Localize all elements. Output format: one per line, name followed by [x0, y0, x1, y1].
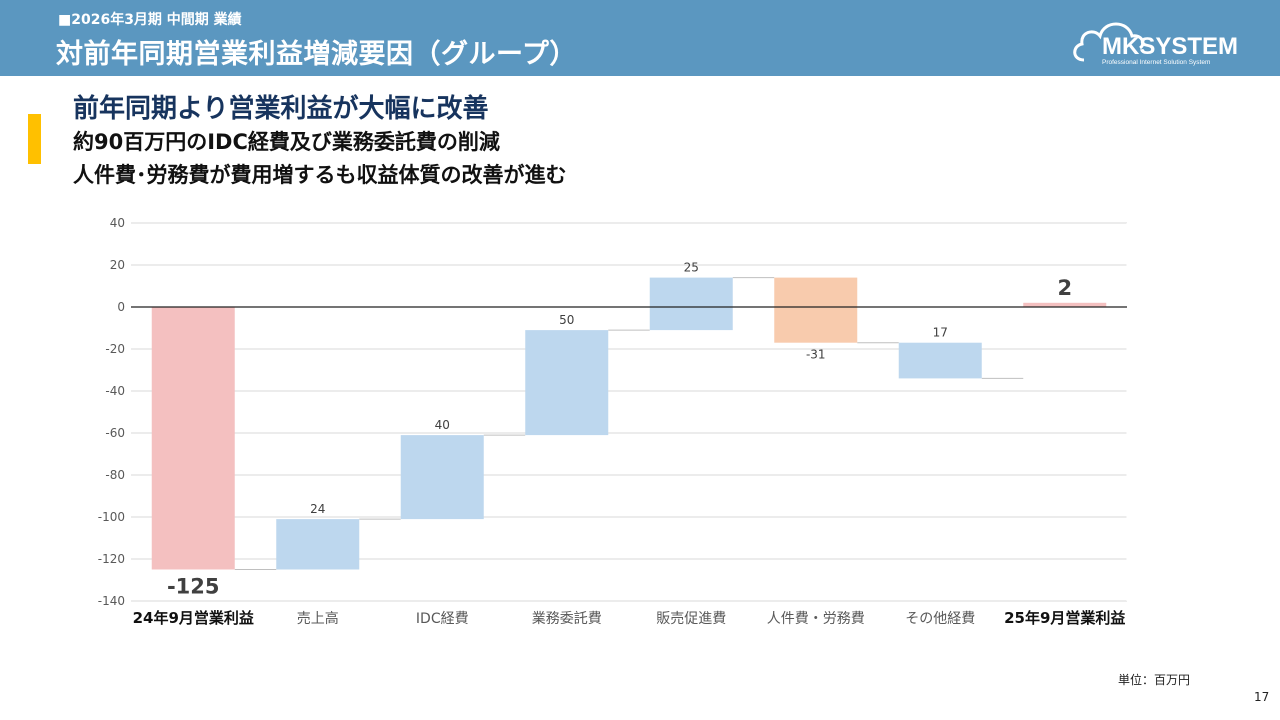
accent-bar: [28, 114, 41, 164]
header-subtitle: ■2026年3月期 中間期 業績: [58, 12, 242, 28]
value-label-8: 2: [1057, 276, 1072, 300]
y-tick-label: 20: [110, 258, 125, 272]
y-tick-label: -100: [98, 510, 125, 524]
bar-7: [898, 342, 982, 379]
category-label-4: 業務委託費: [532, 611, 602, 627]
value-label-7: 17: [933, 326, 948, 340]
logo-tagline: Professional Internet Solution System: [1102, 59, 1210, 66]
value-label-5: 25: [684, 261, 699, 275]
page-number: 17: [1254, 690, 1270, 704]
category-label-8: 25年9月営業利益: [1004, 609, 1125, 627]
y-tick-label: -20: [105, 342, 125, 356]
category-label-3: IDC経費: [416, 611, 469, 627]
headline-point-1: 約90百万円のIDC経費及び業務委託費の削減: [73, 130, 500, 154]
category-label-7: その他経費: [905, 611, 975, 627]
y-tick-label: -120: [98, 552, 125, 566]
unit-label: 単位：百万円: [1118, 673, 1191, 687]
bar-5: [649, 277, 733, 331]
category-label-6: 人件費・労務費: [767, 611, 865, 627]
value-label-6: -31: [806, 348, 826, 362]
bar-4: [525, 330, 609, 436]
y-tick-label: -40: [105, 384, 125, 398]
y-tick-label: 40: [110, 216, 125, 230]
category-label-1: 24年9月営業利益: [133, 609, 254, 627]
bar-8: [1023, 302, 1107, 307]
y-tick-label: -80: [105, 468, 125, 482]
y-tick-label: -60: [105, 426, 125, 440]
y-tick-label: 0: [117, 300, 125, 314]
bar-3: [400, 435, 484, 520]
category-label-2: 売上高: [297, 610, 339, 627]
y-tick-label: -140: [98, 594, 125, 608]
page-title: 対前年同期営業利益増減要因（グループ）: [56, 39, 577, 70]
mksystem-logo: MKSYSTEM Professional Internet Solution …: [1073, 22, 1238, 66]
waterfall-chart: 40 20 0 -20 -40 -60 -80 -100 -120 -140 -125 24 40 50 2…: [98, 216, 1128, 627]
logo-name: MKSYSTEM: [1102, 33, 1238, 60]
cloud-icon: [1073, 22, 1145, 62]
category-label-5: 販売促進費: [656, 611, 726, 627]
header-bar: ■2026年3月期 中間期 業績 対前年同期営業利益増減要因（グループ） MKS…: [0, 0, 1280, 76]
bar-2: [276, 519, 360, 570]
value-label-3: 40: [435, 418, 450, 432]
value-label-1: -125: [167, 575, 220, 599]
bar-6: [774, 277, 858, 343]
value-label-4: 50: [559, 313, 574, 327]
value-label-2: 24: [310, 502, 325, 516]
headline-main: 前年同期より営業利益が大幅に改善: [73, 94, 489, 124]
headline-point-2: 人件費･労務費が費用増するも収益体質の改善が進む: [73, 163, 567, 187]
bar-1: [151, 307, 235, 570]
